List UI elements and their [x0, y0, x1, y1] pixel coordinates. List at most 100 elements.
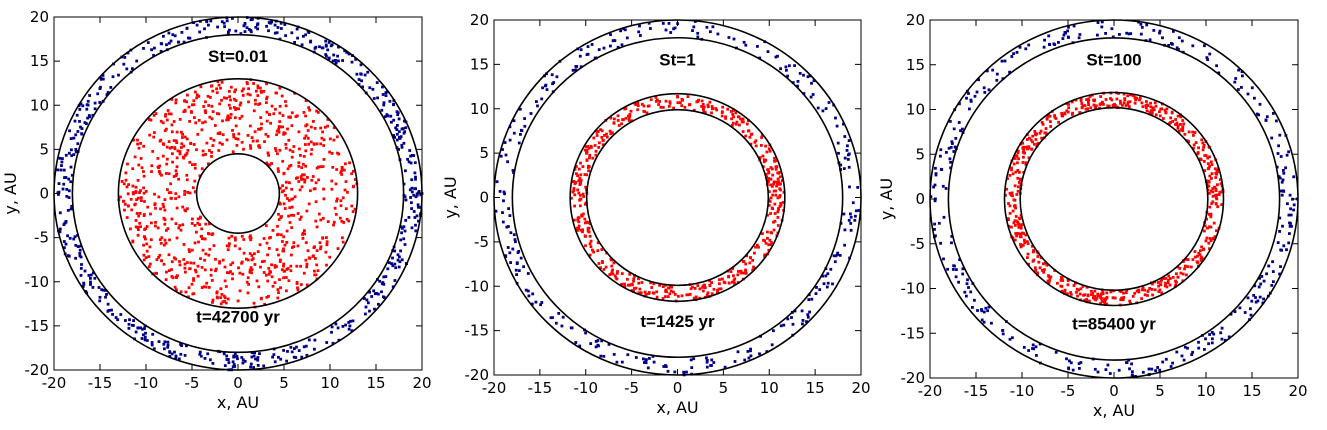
inner-particle	[287, 214, 290, 218]
inner-particle	[1017, 222, 1021, 226]
inner-particle	[325, 236, 328, 239]
inner-particle	[1212, 221, 1216, 225]
inner-particle	[218, 141, 222, 145]
inner-particle	[1186, 258, 1190, 261]
outer-particle	[383, 115, 387, 119]
inner-particle	[760, 144, 763, 147]
inner-particle	[747, 129, 750, 133]
inner-particle	[277, 125, 281, 128]
outer-particle	[667, 22, 671, 25]
y-tick-label: 20	[30, 8, 49, 26]
outer-particle	[642, 357, 645, 361]
outer-particle	[1237, 68, 1240, 72]
inner-particle	[284, 143, 288, 146]
outer-particle	[501, 148, 504, 151]
inner-particle	[1037, 260, 1041, 264]
inner-particle	[304, 114, 307, 118]
outer-particle	[415, 193, 419, 197]
outer-particle	[816, 106, 820, 110]
outer-particle	[811, 93, 815, 96]
inner-particle	[265, 82, 268, 86]
inner-particle	[1144, 106, 1148, 110]
y-tick-label: -10	[25, 273, 50, 291]
inner-particle	[259, 89, 263, 93]
outer-particle	[402, 131, 406, 135]
inner-particle	[227, 244, 231, 248]
outer-particle	[279, 357, 283, 361]
inner-particle	[203, 258, 206, 262]
inner-particle	[179, 228, 183, 232]
inner-particle	[1021, 243, 1025, 247]
inner-particle	[276, 152, 279, 156]
inner-particle	[732, 115, 735, 119]
inner-particle	[601, 138, 605, 142]
outer-particle	[1027, 43, 1031, 47]
inner-particle	[200, 266, 204, 269]
inner-particle	[589, 245, 593, 248]
inner-particle	[221, 300, 225, 304]
inner-particle	[1214, 189, 1218, 192]
inner-particle	[227, 90, 231, 93]
outer-particle	[498, 190, 502, 193]
outer-particle	[1287, 241, 1291, 245]
inner-particle	[738, 123, 741, 127]
inner-particle	[135, 198, 138, 201]
outer-particle	[395, 132, 399, 136]
outer-particle	[514, 240, 517, 244]
inner-particle	[708, 100, 712, 104]
outer-particle	[404, 198, 408, 202]
inner-particle	[147, 255, 151, 258]
inner-particle	[772, 180, 776, 184]
outer-particle	[494, 209, 498, 213]
inner-particle	[201, 153, 205, 157]
outer-particle	[391, 256, 394, 260]
outer-particle	[337, 59, 340, 63]
y-tick-label: 15	[906, 56, 925, 74]
inner-particle	[163, 198, 167, 201]
inner-particle	[212, 244, 216, 247]
outer-particle	[1145, 23, 1149, 27]
inner-particle	[628, 272, 632, 276]
outer-particle	[56, 168, 60, 172]
inner-particle	[1131, 295, 1135, 298]
outer-particle	[207, 23, 210, 27]
inner-particle	[1174, 118, 1177, 121]
outer-particle	[1110, 27, 1114, 31]
inner-particle	[271, 284, 275, 288]
inner-particle	[241, 94, 245, 97]
inner-particle	[1162, 277, 1166, 280]
outer-particle	[980, 309, 984, 313]
inner-particle	[181, 205, 185, 209]
inner-particle	[649, 281, 652, 285]
outer-particle	[143, 338, 147, 342]
outer-particle	[851, 201, 855, 205]
inner-particle	[167, 112, 171, 116]
inner-particle	[290, 253, 293, 257]
y-tick-label: -10	[465, 277, 490, 295]
inner-particle	[764, 144, 767, 148]
inner-particle	[1175, 280, 1178, 284]
outer-particle	[793, 64, 796, 67]
inner-particle	[189, 141, 192, 145]
outer-particle	[198, 350, 202, 354]
outer-particle	[415, 214, 419, 218]
inner-particle	[1178, 267, 1182, 270]
inner-particle	[149, 118, 153, 122]
inner-particle	[169, 112, 173, 116]
outer-particle	[313, 338, 317, 342]
inner-particle	[225, 271, 229, 274]
inner-particle	[1144, 104, 1148, 107]
outer-particle	[812, 79, 816, 83]
inner-particle	[1205, 236, 1209, 240]
inner-particle	[191, 186, 195, 190]
inner-particle	[183, 190, 187, 193]
outer-particle	[512, 119, 516, 123]
inner-particle	[256, 139, 259, 143]
inner-particle	[227, 103, 231, 107]
inner-particle	[1069, 293, 1073, 296]
inner-particle	[1145, 100, 1148, 103]
inner-particle	[1170, 110, 1174, 114]
inner-particle	[721, 105, 725, 109]
inner-particle	[1100, 297, 1103, 300]
inner-particle	[762, 160, 766, 164]
